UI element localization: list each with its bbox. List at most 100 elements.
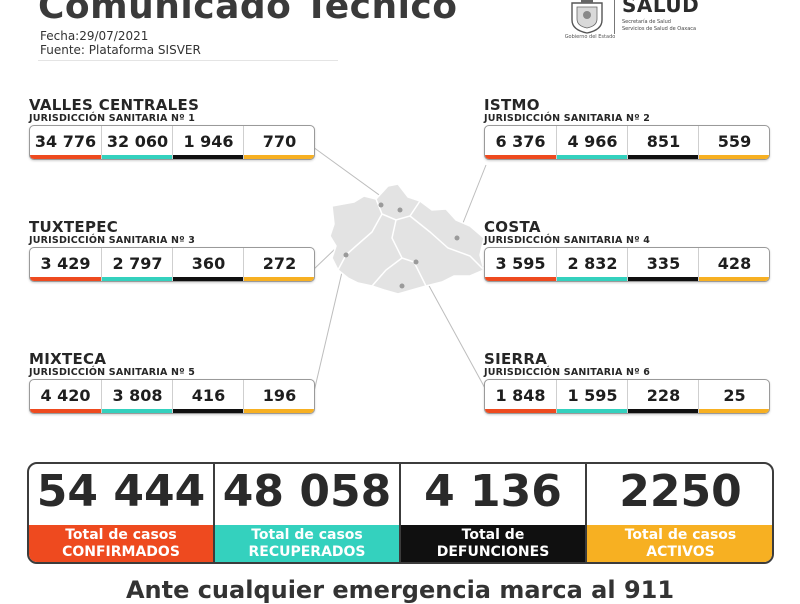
stat-value: 228 [646,386,681,405]
region-jurisdiction: JURISDICCIÓN SANITARIA Nº 2 [484,113,651,124]
stat-confirmed: 1 848 [485,380,556,413]
region-stats: 3 429 2 797 360 272 [29,247,315,282]
confirmed-bar [30,155,101,159]
map-markers [343,202,460,289]
total-label: Total de DEFUNCIONES [401,525,585,562]
deaths-bar [173,409,244,413]
total-label-line2: DEFUNCIONES [436,544,550,560]
jurisdiction-borders [337,198,485,287]
stat-value: 2 797 [112,254,163,273]
stat-recovered: 4 966 [556,126,628,159]
stat-value: 25 [723,386,746,405]
active-bar [244,277,314,281]
stat-value: 416 [191,386,226,405]
stat-deaths: 851 [627,126,699,159]
region-jurisdiction: JURISDICCIÓN SANITARIA Nº 4 [484,235,651,246]
total-value: 4 136 [424,466,562,517]
stat-value: 770 [262,132,297,151]
stat-value: 428 [717,254,752,273]
emergency-notice: Ante cualquier emergencia marca al 911 [125,576,675,604]
stat-active: 272 [243,248,314,281]
stat-active: 25 [698,380,769,413]
active-bar [699,155,769,159]
total-label-line2: CONFIRMADOS [62,544,180,560]
data-source: Fuente: Plataforma SISVER [40,43,201,57]
active-bar [244,155,314,159]
logo-divider [614,0,615,34]
stat-value: 196 [262,386,297,405]
recovered-bar [102,155,173,159]
stat-recovered: 32 060 [101,126,173,159]
deaths-bar [628,155,699,159]
stat-value: 32 060 [106,132,169,151]
region-stats: 3 595 2 832 335 428 [484,247,770,282]
region-stats: 4 420 3 808 416 196 [29,379,315,414]
total-label-line1: Total de casos [624,527,737,543]
stat-value: 1 848 [495,386,546,405]
stat-confirmed: 4 420 [30,380,101,413]
deaths-bar [628,277,699,281]
report-date: Fecha:29/07/2021 [40,29,149,43]
salud-subtitle-2: Servicios de Salud de Oaxaca [622,26,697,32]
stat-value: 1 595 [567,386,618,405]
region-stats: 1 848 1 595 228 25 [484,379,770,414]
stat-deaths: 335 [627,248,699,281]
gov-caption: Gobierno del Estado [564,34,616,40]
stat-value: 851 [646,132,681,151]
leader-lines [312,146,487,397]
stat-active: 770 [243,126,314,159]
stat-deaths: 1 946 [172,126,244,159]
stat-deaths: 416 [172,380,244,413]
deaths-bar [173,155,244,159]
salud-subtitle-1: Secretaría de Salud [622,19,671,25]
total-label-line1: Total de casos [65,527,177,543]
region-name: MIXTECA [29,350,107,368]
total-active: 2250 Total de casos ACTIVOS [585,464,772,562]
total-value: 48 058 [222,466,392,517]
stat-value: 559 [717,132,752,151]
region-jurisdiction: JURISDICCIÓN SANITARIA Nº 1 [29,113,196,124]
total-label-line1: Total de casos [251,527,363,543]
deaths-bar [628,409,699,413]
total-deaths: 4 136 Total de DEFUNCIONES [399,464,585,562]
region-name: TUXTEPEC [29,218,119,236]
stat-value: 3 808 [112,386,163,405]
state-outline [329,183,485,295]
totals-panel: 54 444 Total de casos CONFIRMADOS 48 058… [27,462,774,564]
stat-value: 3 429 [40,254,91,273]
stat-confirmed: 34 776 [30,126,101,159]
page-title: Comunicado Técnico [38,0,458,27]
stat-recovered: 1 595 [556,380,628,413]
stat-value: 1 946 [183,132,234,151]
stat-value: 272 [262,254,297,273]
region-name: SIERRA [484,350,548,368]
total-confirmed: 54 444 Total de casos CONFIRMADOS [29,464,213,562]
region-name: ISTMO [484,96,540,114]
stat-confirmed: 3 429 [30,248,101,281]
stat-deaths: 228 [627,380,699,413]
stat-value: 34 776 [34,132,97,151]
deaths-bar [173,277,244,281]
recovered-bar [557,155,628,159]
region-stats: 34 776 32 060 1 946 770 [29,125,315,160]
total-label-line1: Total de [461,527,525,543]
stat-confirmed: 3 595 [485,248,556,281]
region-stats: 6 376 4 966 851 559 [484,125,770,160]
stat-recovered: 2 797 [101,248,173,281]
active-bar [699,409,769,413]
active-bar [244,409,314,413]
total-label-line2: RECUPERADOS [248,544,366,560]
recovered-bar [557,277,628,281]
total-recovered: 48 058 Total de casos RECUPERADOS [213,464,399,562]
total-value: 2250 [619,466,742,517]
total-value: 54 444 [36,466,206,517]
stat-active: 559 [698,126,769,159]
stat-value: 3 595 [495,254,546,273]
total-label-line2: ACTIVOS [646,544,715,560]
recovered-bar [102,409,173,413]
stat-recovered: 2 832 [556,248,628,281]
stat-value: 2 832 [567,254,618,273]
region-jurisdiction: JURISDICCIÓN SANITARIA Nº 6 [484,367,651,378]
stat-value: 4 966 [567,132,618,151]
total-label: Total de casos ACTIVOS [587,525,772,562]
